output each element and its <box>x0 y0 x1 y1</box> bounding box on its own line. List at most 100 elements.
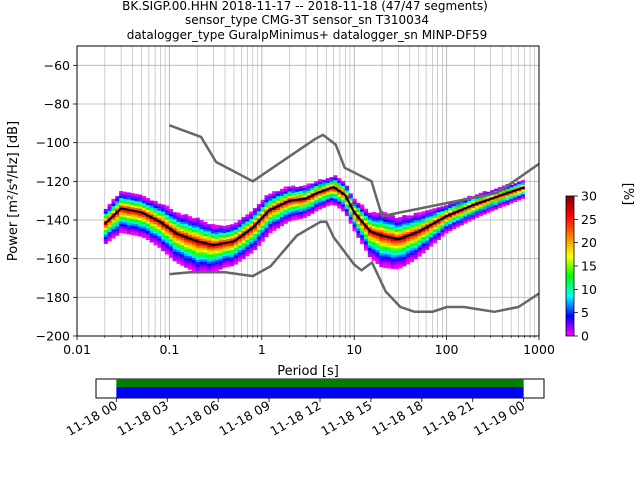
density-cell <box>321 195 327 199</box>
density-cell <box>440 222 445 226</box>
density-cell <box>436 214 441 217</box>
density-cell <box>161 227 166 231</box>
density-cell <box>191 269 196 272</box>
density-cell <box>375 259 380 262</box>
density-cell <box>168 241 173 244</box>
density-cell <box>203 228 208 232</box>
density-cell <box>222 244 227 247</box>
density-cell <box>191 264 196 268</box>
density-cell <box>172 242 177 245</box>
density-cell <box>432 219 437 223</box>
density-cell <box>184 249 189 252</box>
density-cell <box>482 198 487 201</box>
density-cell <box>494 188 499 192</box>
density-cell <box>436 216 441 220</box>
density-cell <box>145 223 151 227</box>
density-cell <box>119 216 124 220</box>
density-cell <box>517 195 522 199</box>
density-cell <box>165 231 170 234</box>
density-cell <box>383 223 388 227</box>
density-cell <box>249 251 254 254</box>
density-cell <box>176 254 181 257</box>
density-cell <box>145 221 151 224</box>
density-cell <box>417 212 422 215</box>
density-cell <box>402 261 407 265</box>
density-cell <box>306 199 311 203</box>
density-cell <box>310 199 315 203</box>
density-cell <box>486 191 491 195</box>
density-cell <box>432 233 437 237</box>
density-cell <box>513 185 518 189</box>
density-cell <box>230 238 235 241</box>
density-cell <box>279 219 284 222</box>
density-cell <box>451 215 457 218</box>
density-cell <box>513 197 518 200</box>
density-cell <box>230 224 235 227</box>
density-cell <box>478 206 483 210</box>
density-cell <box>168 232 173 235</box>
density-cell <box>119 223 124 227</box>
density-cell <box>283 219 288 222</box>
density-cell <box>184 244 189 247</box>
density-cell <box>379 218 384 221</box>
density-cell <box>383 246 388 250</box>
density-cell <box>329 200 334 203</box>
density-cell <box>245 221 250 224</box>
density-cell <box>256 229 261 233</box>
density-cell <box>367 242 372 246</box>
density-cell <box>233 243 239 246</box>
density-cell <box>367 238 372 241</box>
density-cell <box>505 193 510 196</box>
y-tick-label: −100 <box>36 135 70 150</box>
density-cell <box>406 243 411 246</box>
density-cell <box>176 214 181 218</box>
density-cell <box>187 239 193 242</box>
density-cell <box>490 201 495 205</box>
density-cell <box>360 237 365 240</box>
density-cell <box>287 195 292 199</box>
density-cell <box>409 238 415 242</box>
density-cell <box>413 226 418 230</box>
density-cell <box>172 212 177 215</box>
density-cell <box>287 188 292 192</box>
density-cell <box>513 199 518 202</box>
density-cell <box>245 228 250 231</box>
density-cell <box>375 249 380 253</box>
density-cell <box>168 253 173 256</box>
density-cell <box>386 247 392 250</box>
density-cell <box>237 222 242 225</box>
density-cell <box>352 198 357 202</box>
density-cell <box>394 234 399 237</box>
density-cell <box>275 209 281 213</box>
density-cell <box>287 212 292 215</box>
density-cell <box>298 195 304 198</box>
density-cell <box>149 239 154 243</box>
density-cell <box>302 187 307 191</box>
density-cell <box>130 218 135 222</box>
density-cell <box>214 254 219 258</box>
density-cell <box>459 215 464 219</box>
density-cell <box>207 226 212 230</box>
density-cell <box>253 222 258 225</box>
density-cell <box>291 192 296 196</box>
density-cell <box>226 262 231 265</box>
density-cell <box>451 217 457 220</box>
density-cell <box>314 199 319 203</box>
density-cell <box>203 268 208 271</box>
density-cell <box>130 232 135 236</box>
density-cell <box>436 207 441 210</box>
density-cell <box>352 224 357 227</box>
density-cell <box>145 198 151 201</box>
density-cell <box>180 233 185 236</box>
density-cell <box>341 183 346 186</box>
density-cell <box>344 211 349 214</box>
density-cell <box>245 251 250 254</box>
density-cell <box>165 249 170 253</box>
density-cell <box>218 260 223 263</box>
density-cell <box>383 233 388 236</box>
density-cell <box>237 224 242 227</box>
density-cell <box>260 232 265 235</box>
density-cell <box>176 249 181 253</box>
density-cell <box>138 196 143 200</box>
density-cell <box>161 229 166 233</box>
